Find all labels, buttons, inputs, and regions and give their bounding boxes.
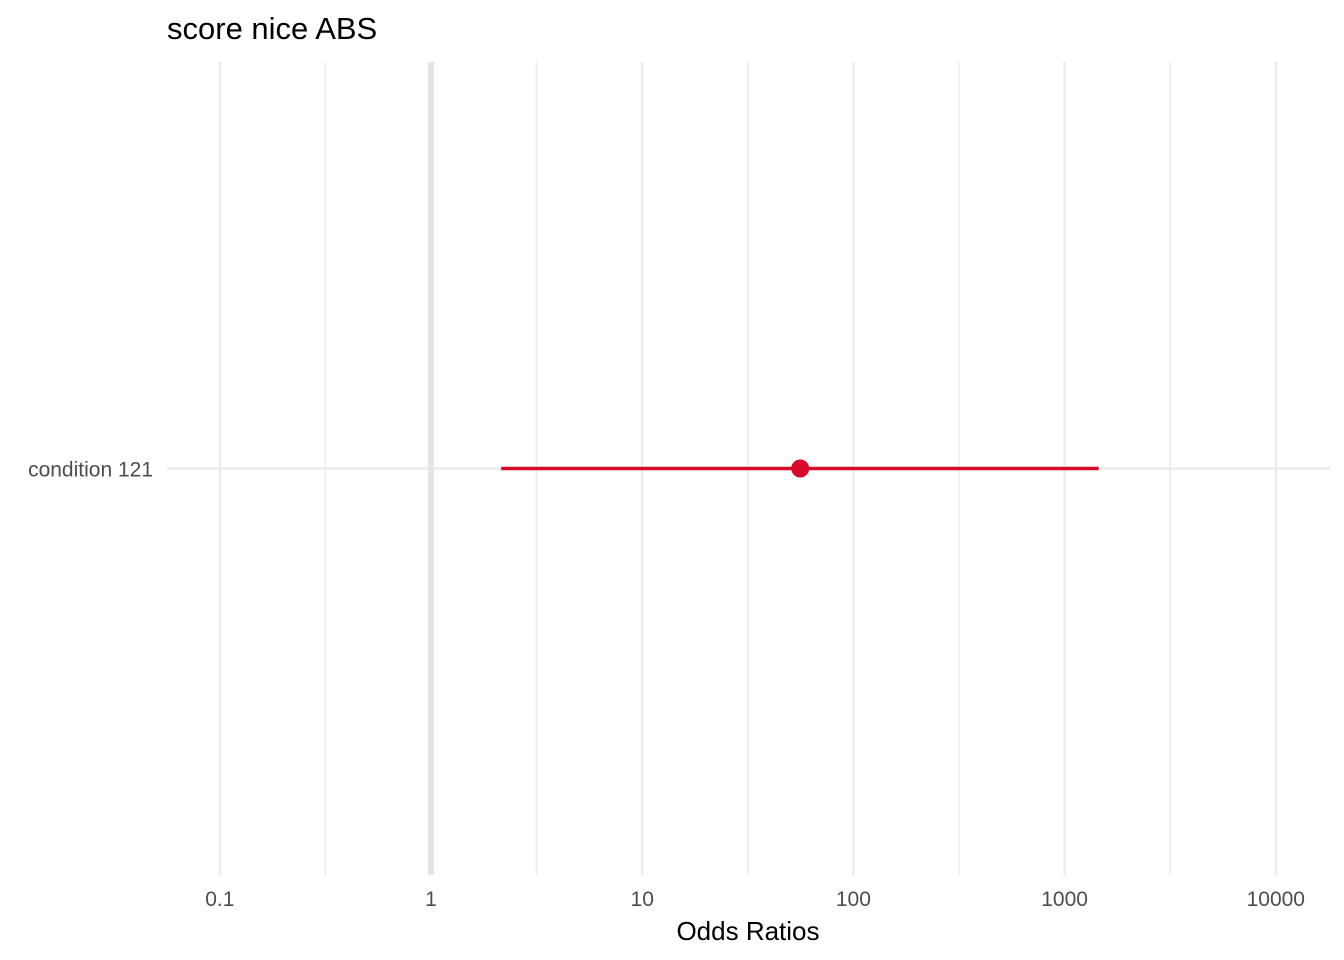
y-tick-labels: condition 121 xyxy=(28,459,153,482)
estimate-point xyxy=(791,459,810,478)
y-tick-label: condition 121 xyxy=(28,459,153,482)
chart-title: score nice ABS xyxy=(167,11,377,46)
x-tick-label: 1000 xyxy=(1041,888,1088,911)
x-tick-label: 0.1 xyxy=(205,888,234,911)
x-axis-label: Odds Ratios xyxy=(676,916,819,946)
x-tick-label: 10000 xyxy=(1247,888,1305,911)
data-layer xyxy=(501,459,1099,478)
x-tick-label: 10 xyxy=(631,888,654,911)
x-tick-label: 100 xyxy=(836,888,871,911)
x-tick-labels: 0.1 1 10 100 1000 10000 xyxy=(205,888,1305,911)
x-tick-label: 1 xyxy=(425,888,437,911)
